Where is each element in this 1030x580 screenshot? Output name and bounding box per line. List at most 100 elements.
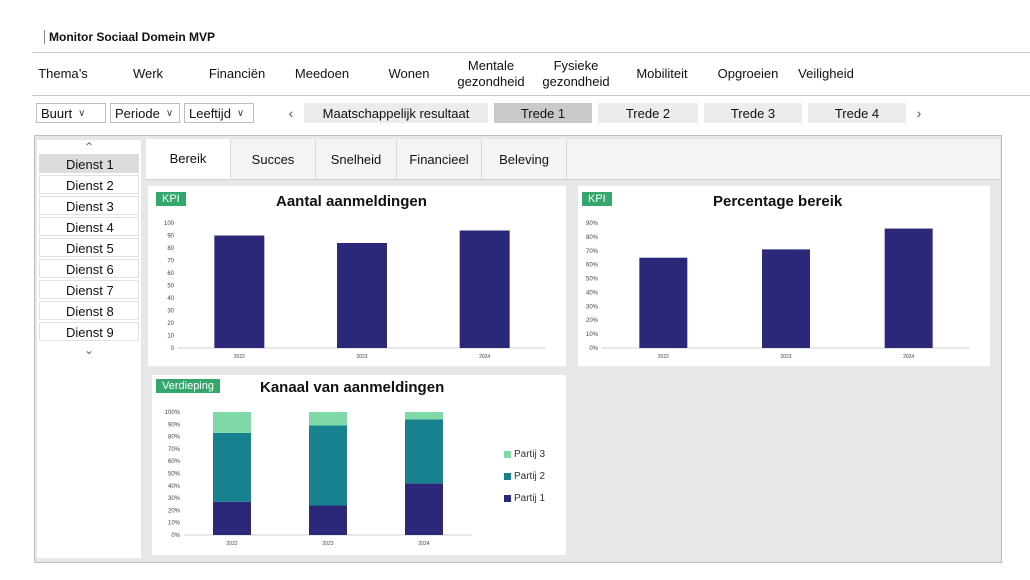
card-title: Aantal aanmeldingen bbox=[276, 193, 427, 210]
sidebar-item-dienst-8[interactable]: Dienst 8 bbox=[39, 301, 139, 320]
bar-2024 bbox=[884, 228, 933, 348]
y-tick-label: 50% bbox=[168, 472, 181, 478]
sidebar-item-dienst-3[interactable]: Dienst 3 bbox=[39, 196, 139, 215]
sidebar-item-dienst-5[interactable]: Dienst 5 bbox=[39, 238, 139, 257]
bar-2023 bbox=[762, 249, 810, 348]
y-tick-label: 40 bbox=[167, 296, 174, 302]
y-tick-label: 20% bbox=[586, 318, 599, 324]
card-title: Kanaal van aanmeldingen bbox=[260, 379, 445, 396]
y-tick-label: 100% bbox=[165, 410, 181, 416]
y-tick-label: 90% bbox=[586, 221, 599, 227]
chevron-right-icon[interactable]: › bbox=[916, 105, 922, 121]
bar-2022-partij-3 bbox=[213, 412, 251, 433]
bar-2023-partij-2 bbox=[309, 425, 347, 506]
header-divider bbox=[32, 52, 1030, 53]
step-bar: ‹ Maatschappelijk resultaat Trede 1 Trede 2… bbox=[284, 103, 926, 123]
y-tick-label: 90 bbox=[167, 234, 174, 240]
nav-item-mentale-gezondheid[interactable]: Mentale gezondheid bbox=[457, 58, 525, 89]
bar-2024-partij-1 bbox=[405, 483, 443, 535]
step-trede-1[interactable]: Trede 1 bbox=[494, 103, 592, 123]
filter-buurt-dropdown[interactable]: Buurt ∨ bbox=[36, 103, 106, 123]
y-tick-label: 90% bbox=[168, 422, 181, 428]
tab-beleving[interactable]: Beleving bbox=[482, 139, 567, 179]
indicator-tabs: Bereik Succes Snelheid Financieel Beleving bbox=[146, 139, 1000, 180]
y-tick-label: 60% bbox=[586, 263, 599, 269]
legend-label: Partij 1 bbox=[514, 493, 546, 504]
y-tick-label: 20% bbox=[168, 508, 181, 514]
sidebar-item-dienst-9[interactable]: Dienst 9 bbox=[39, 322, 139, 341]
scroll-down-icon[interactable]: ⌄ bbox=[83, 343, 95, 357]
y-tick-label: 10 bbox=[167, 334, 174, 340]
bar-2024-partij-3 bbox=[405, 412, 443, 420]
chevron-down-icon: ∨ bbox=[165, 107, 174, 119]
filter-leeftijd-dropdown[interactable]: Leeftijd ∨ bbox=[184, 103, 254, 123]
card-kanaal: Verdieping Kanaal van aanmeldingen 100% 9… bbox=[152, 375, 566, 555]
nav-item-wonen[interactable]: Wonen bbox=[388, 66, 430, 81]
y-tick-label: 30 bbox=[167, 309, 174, 315]
y-tick-label: 70% bbox=[168, 447, 181, 453]
step-trede-4[interactable]: Trede 4 bbox=[808, 103, 906, 123]
y-tick-label: 0% bbox=[589, 346, 598, 352]
filter-label: Buurt bbox=[41, 105, 73, 121]
tab-financieel[interactable]: Financieel bbox=[397, 139, 482, 179]
sidebar-item-dienst-4[interactable]: Dienst 4 bbox=[39, 217, 139, 236]
chart-kanaal: 100% 90% 80% 70% 60% 50% 40% 30% 20% 10% 0% 2022 202… bbox=[165, 410, 546, 547]
y-tick-label: 50 bbox=[167, 284, 174, 290]
x-tick-label: 2022 bbox=[234, 354, 245, 360]
x-tick-label: 2023 bbox=[780, 354, 791, 360]
y-tick-label: 100 bbox=[164, 221, 175, 227]
tab-snelheid[interactable]: Snelheid bbox=[316, 139, 397, 179]
bar-2022-partij-2 bbox=[213, 432, 251, 502]
step-maatschappelijk-resultaat[interactable]: Maatschappelijk resultaat bbox=[304, 103, 488, 123]
step-trede-2[interactable]: Trede 2 bbox=[598, 103, 698, 123]
card-title: Percentage bereik bbox=[713, 193, 843, 210]
sidebar-item-dienst-1[interactable]: Dienst 1 bbox=[39, 154, 139, 173]
nav-item-thema-s[interactable]: Thema’s bbox=[38, 66, 88, 81]
x-tick-label: 2024 bbox=[479, 354, 490, 360]
kpi-badge: KPI bbox=[582, 192, 612, 206]
bar-2022 bbox=[639, 257, 688, 348]
y-tick-label: 80 bbox=[167, 246, 174, 252]
y-tick-label: 70% bbox=[586, 249, 599, 255]
nav-item-financi-n[interactable]: Financiën bbox=[208, 66, 266, 81]
chevron-left-icon[interactable]: ‹ bbox=[288, 105, 294, 121]
tab-succes[interactable]: Succes bbox=[231, 139, 316, 179]
sidebar-item-dienst-2[interactable]: Dienst 2 bbox=[39, 175, 139, 194]
y-tick-label: 60% bbox=[168, 459, 181, 465]
sidebar-item-dienst-7[interactable]: Dienst 7 bbox=[39, 280, 139, 299]
kpi-badge: KPI bbox=[156, 192, 186, 206]
scroll-up-icon[interactable]: ⌃ bbox=[83, 140, 95, 154]
y-tick-label: 80% bbox=[168, 435, 181, 441]
verdieping-badge: Verdieping bbox=[156, 379, 220, 393]
bar-2023-partij-3 bbox=[309, 412, 347, 426]
nav-item-fysieke-gezondheid[interactable]: Fysieke gezondheid bbox=[542, 58, 610, 89]
y-tick-label: 40% bbox=[168, 484, 181, 490]
x-tick-label: 2023 bbox=[356, 354, 367, 360]
sidebar-item-dienst-6[interactable]: Dienst 6 bbox=[39, 259, 139, 278]
nav-item-veiligheid[interactable]: Veiligheid bbox=[798, 66, 854, 81]
bar-2024 bbox=[459, 230, 510, 348]
nav-item-meedoen[interactable]: Meedoen bbox=[294, 66, 350, 81]
y-tick-label: 0% bbox=[171, 533, 180, 539]
nav-item-opgroeien[interactable]: Opgroeien bbox=[717, 66, 779, 81]
x-tick-label: 2024 bbox=[903, 354, 914, 360]
dashboard-panel: ⌃ Dienst 1 Dienst 2 Dienst 3 Dienst 4 Dienst … bbox=[34, 135, 1002, 563]
y-tick-label: 40% bbox=[586, 290, 599, 296]
legend-swatch bbox=[504, 473, 511, 480]
chevron-down-icon: ∨ bbox=[78, 107, 86, 119]
y-tick-label: 50% bbox=[586, 277, 599, 283]
x-tick-label: 2024 bbox=[418, 541, 429, 547]
x-tick-label: 2022 bbox=[658, 354, 669, 360]
y-tick-label: 10% bbox=[586, 332, 599, 338]
bar-2022 bbox=[214, 235, 265, 348]
nav-item-werk[interactable]: Werk bbox=[132, 66, 164, 81]
filter-bar: Buurt ∨ Periode ∨ Leeftijd ∨ bbox=[36, 103, 254, 123]
nav-item-mobiliteit[interactable]: Mobiliteit bbox=[636, 66, 688, 81]
y-tick-label: 60 bbox=[167, 271, 174, 277]
step-trede-3[interactable]: Trede 3 bbox=[704, 103, 802, 123]
y-tick-label: 80% bbox=[586, 235, 599, 241]
filter-periode-dropdown[interactable]: Periode ∨ bbox=[110, 103, 180, 123]
y-tick-label: 20 bbox=[167, 321, 174, 327]
x-tick-label: 2022 bbox=[226, 541, 237, 547]
tab-bereik[interactable]: Bereik bbox=[146, 139, 231, 179]
